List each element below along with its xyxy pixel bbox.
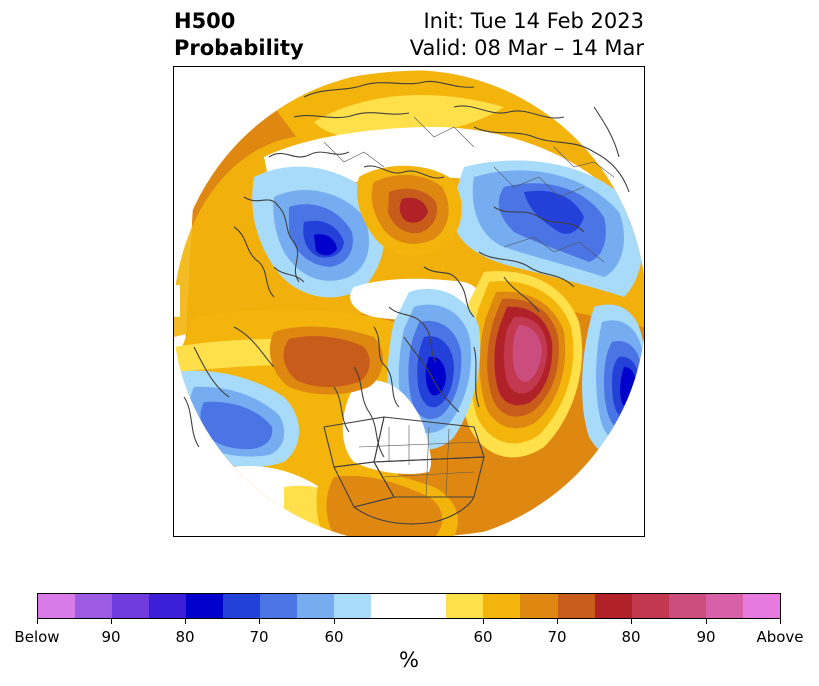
colorbar-tick-label: 70 [249, 628, 269, 646]
colorbar-tick-mark [706, 619, 707, 624]
colorbar-tick-label: 90 [696, 628, 716, 646]
colorbar-tick-mark [185, 619, 186, 624]
colorbar-tick-mark [334, 619, 335, 624]
coastline-lines [183, 80, 630, 525]
colorbar-tick-label: 80 [621, 628, 641, 646]
border-lines [323, 116, 615, 498]
colorbar-tick-mark [259, 619, 260, 624]
colorbar-tick-label: 90 [101, 628, 121, 646]
colorbar-segment [705, 594, 743, 618]
colorbar-tick-label: Above [756, 628, 804, 646]
colorbar-segment [520, 594, 558, 618]
colorbar-segment [371, 594, 409, 618]
map-title-left: H500 Probability [174, 8, 304, 62]
colorbar-tick-label: Below [14, 628, 60, 646]
colorbar-segment [446, 594, 484, 618]
colorbar-segment [186, 594, 224, 618]
colorbar-segment [112, 594, 150, 618]
colorbar-segment [483, 594, 521, 618]
colorbar-tick-mark [557, 619, 558, 624]
colorbar-tick-mark [780, 619, 781, 624]
colorbar-tick-mark [631, 619, 632, 624]
colorbar-tick-label: 70 [547, 628, 567, 646]
map-canvas [174, 70, 644, 536]
colorbar-tick-mark [111, 619, 112, 624]
colorbar-tick-label: 80 [175, 628, 195, 646]
product-label: Probability [174, 36, 304, 60]
map-title-right: Init: Tue 14 Feb 2023 Valid: 08 Mar – 14… [410, 8, 644, 62]
colorbar [37, 593, 781, 619]
probability-map [173, 66, 645, 537]
colorbar-segment [149, 594, 187, 618]
colorbar-tick-label: 60 [324, 628, 344, 646]
colorbar-segment [594, 594, 632, 618]
colorbar-segment [631, 594, 669, 618]
colorbar-segment [408, 594, 447, 618]
colorbar-segment [260, 594, 298, 618]
colorbar-segment [557, 594, 595, 618]
colorbar-segment [223, 594, 261, 618]
colorbar-tick-mark [37, 619, 38, 624]
colorbar-segment [668, 594, 706, 618]
variable-label: H500 [174, 9, 236, 33]
colorbar-unit-label: % [399, 648, 419, 672]
valid-period-label: Valid: 08 Mar – 14 Mar [409, 36, 644, 60]
colorbar-segment [75, 594, 113, 618]
init-time-label: Init: Tue 14 Feb 2023 [423, 9, 644, 33]
colorbar-segment [334, 594, 372, 618]
colorbar-segment [742, 594, 780, 618]
colorbar-segment [38, 594, 76, 618]
colorbar-segment [297, 594, 335, 618]
colorbar-tick-mark [483, 619, 484, 624]
colorbar-tick-label: 60 [473, 628, 493, 646]
